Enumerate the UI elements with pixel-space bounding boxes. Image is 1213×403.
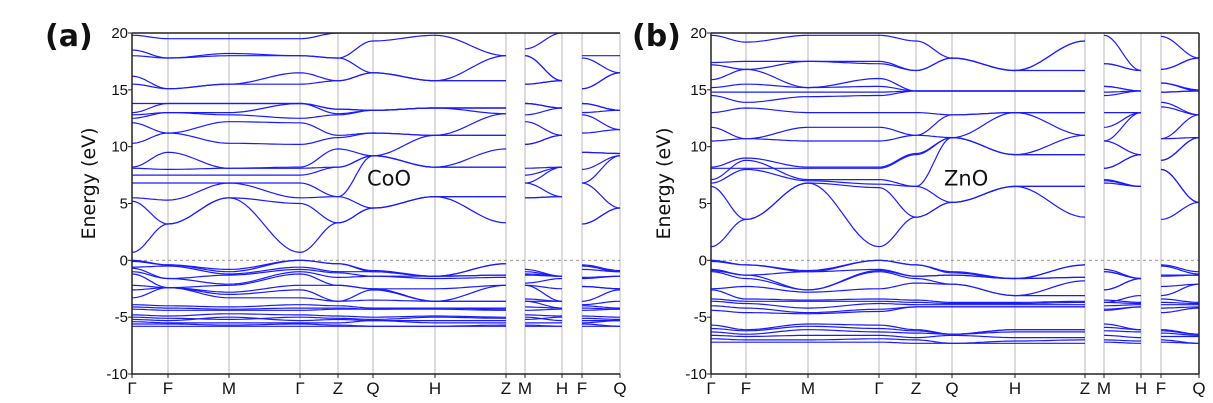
band-line-2 xyxy=(711,168,1199,204)
y-axis-title: Energy (eV) xyxy=(653,127,675,239)
y-tick-label: 5 xyxy=(699,196,707,213)
kpoint-label: M xyxy=(222,379,236,398)
band-line-1 xyxy=(132,196,620,225)
kpoint-label: Γ xyxy=(295,379,304,398)
kpoint-label: M xyxy=(1097,379,1111,398)
band-line-29 xyxy=(132,308,620,311)
band-line-32 xyxy=(711,341,1199,344)
band-line-11 xyxy=(132,102,620,114)
band-line-28 xyxy=(711,325,1199,335)
y-tick-label: 20 xyxy=(690,25,707,42)
kpoint-label: F xyxy=(163,379,173,398)
band-line-6 xyxy=(711,111,1199,142)
band-line-22 xyxy=(711,289,1199,303)
kpoint-label: Γ xyxy=(874,379,883,398)
y-tick-label: 15 xyxy=(111,82,128,99)
band-line-0 xyxy=(132,196,620,254)
band-line-0 xyxy=(711,182,1199,248)
kpoint-label: Q xyxy=(1192,379,1205,398)
path-gap xyxy=(1142,31,1160,374)
y-tick-label: -10 xyxy=(685,366,707,383)
path-gap xyxy=(507,31,524,374)
band-line-18 xyxy=(711,268,1199,280)
y-tick-label: 0 xyxy=(120,252,128,269)
kpoint-label: Z xyxy=(1080,379,1090,398)
band-line-16 xyxy=(132,34,620,82)
band-line-33 xyxy=(132,320,620,324)
kpoint-label: Z xyxy=(501,379,511,398)
band-line-15 xyxy=(132,55,620,82)
kpoint-label: F xyxy=(1156,379,1166,398)
y-tick-label: 0 xyxy=(699,252,707,269)
band-line-10 xyxy=(132,102,620,116)
kpoint-label: H xyxy=(1009,379,1021,398)
band-line-14 xyxy=(711,40,1199,72)
material-label: ZnO xyxy=(944,166,988,190)
kpoint-label: H xyxy=(1135,379,1147,398)
band-line-14 xyxy=(132,72,620,90)
band-line-17 xyxy=(132,33,620,50)
band-line-26 xyxy=(711,306,1199,315)
band-line-22 xyxy=(132,271,620,285)
kpoint-label: Q xyxy=(366,379,379,398)
y-tick-label: 20 xyxy=(111,25,128,42)
kpoint-label: Γ xyxy=(127,379,136,398)
path-gap xyxy=(563,31,581,374)
band-line-29 xyxy=(711,329,1199,336)
y-tick-label: 10 xyxy=(111,139,128,156)
path-gap xyxy=(1086,31,1103,374)
y-tick-label: 5 xyxy=(120,196,128,213)
y-tick-label: -5 xyxy=(115,309,128,326)
y-tick-label: -10 xyxy=(106,366,128,383)
band-line-15 xyxy=(711,34,1199,72)
band-line-8 xyxy=(711,101,1199,116)
band-line-12 xyxy=(132,102,620,111)
band-line-5 xyxy=(711,134,1199,168)
band-line-8 xyxy=(132,113,620,136)
y-axis-title: Energy (eV) xyxy=(78,127,100,239)
material-label: CoO xyxy=(367,166,411,190)
kpoint-label: H xyxy=(556,379,568,398)
band-line-19 xyxy=(711,270,1199,291)
band-line-30 xyxy=(711,334,1199,339)
band-line-23 xyxy=(711,298,1199,305)
band-line-18 xyxy=(132,259,620,277)
band-line-2 xyxy=(132,182,620,209)
kpoint-label: M xyxy=(518,379,532,398)
kpoint-label: F xyxy=(741,379,751,398)
kpoint-label: Z xyxy=(911,379,921,398)
panel-label: (a) xyxy=(45,19,93,54)
y-tick-label: 10 xyxy=(690,139,707,156)
kpoint-label: H xyxy=(429,379,441,398)
kpoint-label: M xyxy=(801,379,815,398)
band-line-30 xyxy=(132,313,620,318)
panel-label: (b) xyxy=(632,19,681,54)
y-tick-label: -5 xyxy=(694,309,707,326)
band-line-13 xyxy=(132,72,620,90)
bands-group xyxy=(711,34,1199,344)
kpoint-label: Q xyxy=(613,379,626,398)
kpoint-label: Γ xyxy=(706,379,715,398)
bands-group xyxy=(132,33,620,327)
y-tick-label: 15 xyxy=(690,82,707,99)
band-line-24 xyxy=(711,300,1199,309)
kpoint-label: F xyxy=(577,379,587,398)
kpoint-label: Z xyxy=(333,379,343,398)
band-line-7 xyxy=(132,129,620,145)
band-line-12 xyxy=(711,68,1199,92)
kpoint-label: Q xyxy=(945,379,958,398)
